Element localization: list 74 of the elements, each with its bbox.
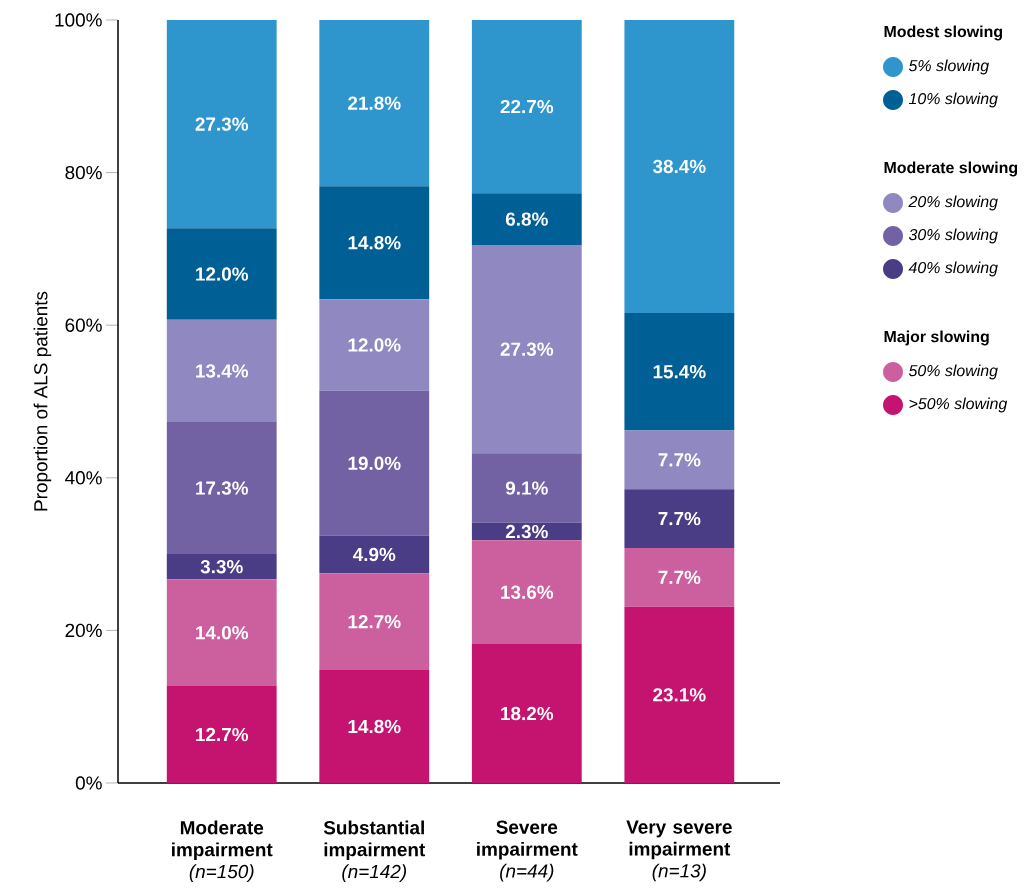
legend-label: 20% slowing (908, 195, 998, 211)
y-tick-label: 80% (65, 165, 102, 180)
data-label: 4.9% (352, 547, 396, 562)
bar (319, 390, 430, 536)
data-label: 12.0% (348, 338, 401, 352)
data-label: 12.0% (196, 267, 249, 281)
legend-label: 40% slowing (908, 261, 998, 277)
data-label: 7.7% (658, 511, 701, 526)
data-label: 12.7% (196, 727, 249, 742)
data-label: 14.8% (348, 236, 401, 250)
data-label: 27.3% (195, 117, 249, 131)
y-tick-label: 20% (65, 623, 102, 638)
bar (471, 19, 582, 194)
bar (624, 606, 735, 783)
data-label: 6.8% (505, 212, 548, 226)
bar (319, 299, 430, 391)
bar (166, 228, 277, 320)
data-label: 7.7% (658, 570, 701, 585)
data-label: 23.1% (653, 688, 706, 702)
bar (319, 670, 430, 783)
bar (319, 535, 430, 574)
x-tick-label: Severe impairment (n=44) (477, 820, 578, 882)
data-label: 14.0% (196, 625, 249, 640)
bar (319, 573, 430, 671)
text: Moderate slowing (884, 161, 1018, 177)
bar (471, 453, 582, 523)
x-tick-label: Moderate impairment (n=150) (172, 820, 273, 882)
y-tick-label: 40% (65, 471, 102, 485)
bar (624, 430, 735, 490)
y-axis-title: Proportion of ALS patients (33, 291, 52, 511)
data-label: 13.6% (501, 585, 554, 599)
bar (471, 193, 582, 246)
x-tick-label: Very severe impairment (n=13) (626, 820, 732, 882)
data-label: 9.1% (505, 481, 548, 495)
bar (624, 547, 735, 607)
data-label: 18.2% (501, 706, 554, 721)
data-label: 38.4% (652, 159, 706, 174)
bar (166, 19, 277, 229)
data-label: 13.4% (196, 364, 249, 378)
data-label: 22.7% (500, 99, 554, 114)
bar (471, 644, 582, 783)
data-label: 27.3% (500, 342, 554, 356)
bar (471, 245, 582, 454)
y-tick-label: 0% (75, 776, 102, 790)
legend-label: >50% slowing (909, 397, 1008, 413)
bar (319, 19, 430, 187)
legend-label: 10% slowing (908, 92, 998, 108)
bar (624, 489, 735, 548)
x-tick-label: Substantial impairment (n=142) (323, 820, 426, 882)
bar (166, 319, 277, 423)
text: Major slowing (884, 330, 989, 346)
data-label: 7.7% (658, 453, 701, 467)
data-label: 2.3% (505, 524, 548, 539)
bar (624, 312, 735, 431)
data-label: 19.0% (348, 456, 401, 470)
bar (166, 579, 277, 687)
data-label: 17.3% (196, 481, 249, 495)
data-label: 14.8% (348, 719, 401, 734)
y-tick-label: 100% (55, 13, 102, 27)
bar (166, 422, 277, 555)
bar (166, 686, 277, 783)
legend-label: 5% slowing (908, 59, 989, 75)
bar (624, 19, 735, 313)
data-label: 12.7% (348, 614, 401, 629)
y-tick-label: 60% (65, 318, 102, 332)
data-label: 3.3% (200, 559, 243, 574)
bar (166, 554, 277, 580)
bar (319, 186, 430, 300)
data-label: 21.8% (348, 96, 401, 110)
data-label: 15.4% (653, 365, 706, 379)
legend-label: 50% slowing (908, 364, 998, 380)
bar (471, 540, 582, 645)
text: Modest slowing (884, 25, 1003, 41)
legend-label: 30% slowing (908, 228, 998, 244)
